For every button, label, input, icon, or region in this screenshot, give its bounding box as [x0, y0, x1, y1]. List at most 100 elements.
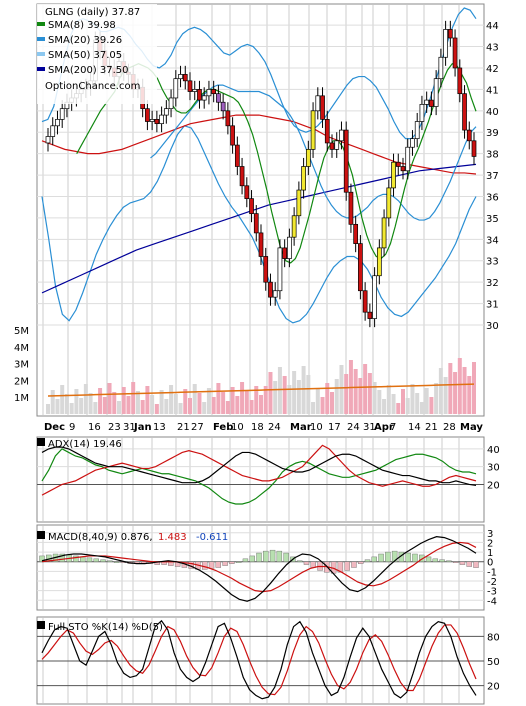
legend-swatch-sma50 [37, 52, 45, 56]
volume-bar [55, 399, 60, 414]
sub-tick-label: 80 [487, 632, 500, 643]
candle-body [206, 89, 212, 97]
macd-histogram-bar [439, 559, 445, 562]
volume-bar [358, 378, 363, 414]
macd-histogram-bar [452, 561, 459, 563]
candle-body [424, 99, 430, 105]
candle-body [367, 311, 373, 319]
price-tick-label: 39 [486, 128, 499, 139]
x-tick-label: Feb [213, 422, 233, 433]
macd-histogram-bar [303, 561, 310, 565]
volume-bar [164, 399, 169, 414]
price-tick-label: 34 [486, 235, 499, 246]
sma200-line [41, 163, 477, 294]
candle-body [163, 108, 169, 116]
volume-bar [216, 383, 221, 414]
macd-histogram-bar [378, 553, 384, 562]
candle-body [353, 223, 359, 244]
volume-bar [282, 376, 287, 414]
volume-tick-label: 3M [14, 360, 29, 371]
volume-bar [178, 403, 183, 414]
volume-bar [320, 397, 325, 414]
candle-body [249, 198, 254, 214]
volume-bar [405, 398, 410, 414]
volume-bar [334, 379, 339, 414]
candle-body [201, 95, 207, 101]
candle-body [348, 191, 354, 225]
candle-body [258, 232, 264, 257]
volume-bar [126, 396, 131, 414]
plus-di-line [41, 448, 477, 505]
legend-sma200: SMA(200) 37.50 [48, 65, 129, 76]
indicator-lines [39, 7, 479, 700]
volume-bar [287, 385, 292, 414]
candle-body [268, 281, 273, 298]
volume-bar [419, 402, 424, 414]
volume-bar [263, 386, 268, 414]
macd-histogram-bar [351, 561, 357, 568]
volume-bar [235, 396, 240, 414]
volume-bar [315, 388, 320, 414]
x-tick-label: 27 [191, 422, 204, 433]
volume-bar [377, 390, 382, 414]
volume-bar [131, 382, 136, 414]
candle-body [159, 114, 164, 125]
volume-bar [249, 400, 254, 414]
candle-body [466, 129, 472, 142]
price-tick-label: 40 [486, 107, 499, 118]
volume-bar [457, 358, 462, 414]
candle-body [438, 56, 444, 80]
candle-body [329, 142, 335, 150]
x-tick-label: 13 [153, 422, 166, 433]
candle-body [234, 144, 240, 167]
volume-bar [102, 397, 107, 414]
candle-body [320, 95, 325, 120]
macd-histogram-bar [425, 556, 432, 562]
legend-sma50: SMA(50) 37.05 [48, 50, 122, 61]
volume-tick-label: 4M [14, 343, 29, 354]
macd-histogram-bar [364, 559, 371, 562]
sub-tick-label: 0 [487, 558, 493, 569]
candle-body [343, 129, 349, 193]
volume-bar [401, 389, 405, 414]
x-tick-label: 21 [425, 422, 438, 433]
watermark-text: OptionChance.com [45, 81, 140, 92]
candle-body [443, 29, 448, 58]
volume-bar [206, 388, 211, 414]
x-tick-label: 10 [310, 422, 323, 433]
macd-histogram-bar [432, 558, 439, 562]
volume-bar [46, 404, 50, 414]
candle-body [414, 121, 420, 140]
candle-body [182, 74, 188, 82]
x-tick-label: 24 [347, 422, 360, 433]
minus-di-line [41, 444, 477, 496]
candlesticks [45, 20, 477, 328]
sub-tick-label: 3 [487, 529, 493, 540]
sto-d-line [41, 624, 477, 696]
macd-histogram-bar [344, 561, 350, 571]
macd-histogram-bar [405, 552, 411, 562]
candle-body [272, 290, 278, 298]
candle-body [282, 247, 288, 259]
volume-bar [462, 367, 467, 414]
macd-histogram-bar [296, 560, 303, 562]
legend-swatch-sma200 [37, 67, 45, 71]
volume-bar [410, 384, 415, 414]
volume-bar [277, 367, 282, 414]
macd-signal-value: 1.483 [158, 532, 187, 543]
candle-body [168, 97, 174, 110]
volume-bar [225, 401, 230, 414]
candle-body [339, 129, 344, 142]
volume-bar [448, 363, 453, 414]
macd-histogram-bar [242, 558, 249, 562]
price-tick-label: 37 [486, 171, 499, 182]
candle-body [358, 243, 363, 292]
candle-body [310, 110, 316, 150]
macd-histogram-bar [371, 556, 377, 562]
volume-bar [117, 401, 121, 414]
volume-bar [306, 375, 311, 414]
macd-histogram-bar [310, 561, 316, 568]
macd-histogram-bar [100, 559, 106, 562]
volume-bar [150, 395, 155, 414]
